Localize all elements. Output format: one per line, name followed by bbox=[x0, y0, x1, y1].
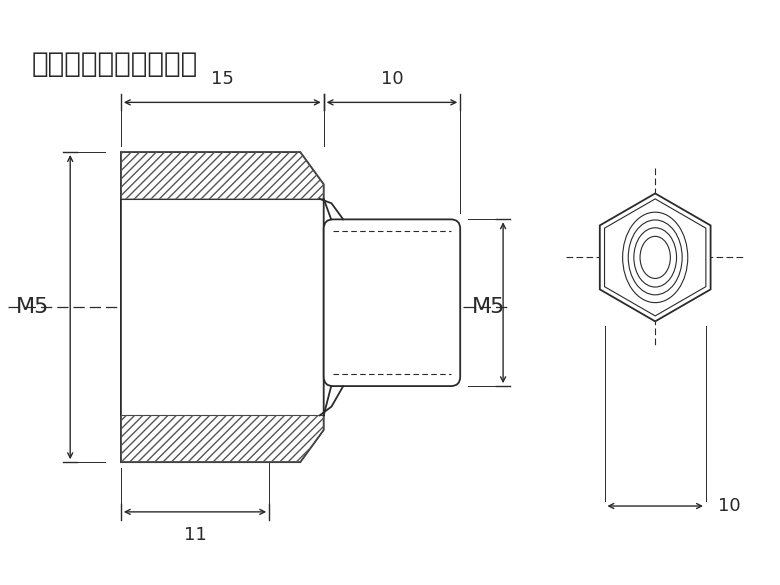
Polygon shape bbox=[600, 194, 711, 321]
Ellipse shape bbox=[622, 212, 688, 302]
FancyBboxPatch shape bbox=[324, 219, 460, 386]
Text: 10: 10 bbox=[718, 497, 740, 515]
Text: 10: 10 bbox=[381, 70, 403, 88]
Ellipse shape bbox=[640, 236, 670, 278]
Text: M5: M5 bbox=[16, 297, 49, 317]
Ellipse shape bbox=[628, 220, 682, 295]
Text: M5: M5 bbox=[472, 297, 505, 317]
Text: 不锈钢加长内外牙螺柱: 不锈钢加长内外牙螺柱 bbox=[31, 50, 197, 78]
Polygon shape bbox=[604, 199, 706, 316]
Text: 11: 11 bbox=[183, 526, 207, 544]
Ellipse shape bbox=[634, 228, 676, 287]
Polygon shape bbox=[121, 152, 324, 462]
Text: 15: 15 bbox=[211, 70, 234, 88]
